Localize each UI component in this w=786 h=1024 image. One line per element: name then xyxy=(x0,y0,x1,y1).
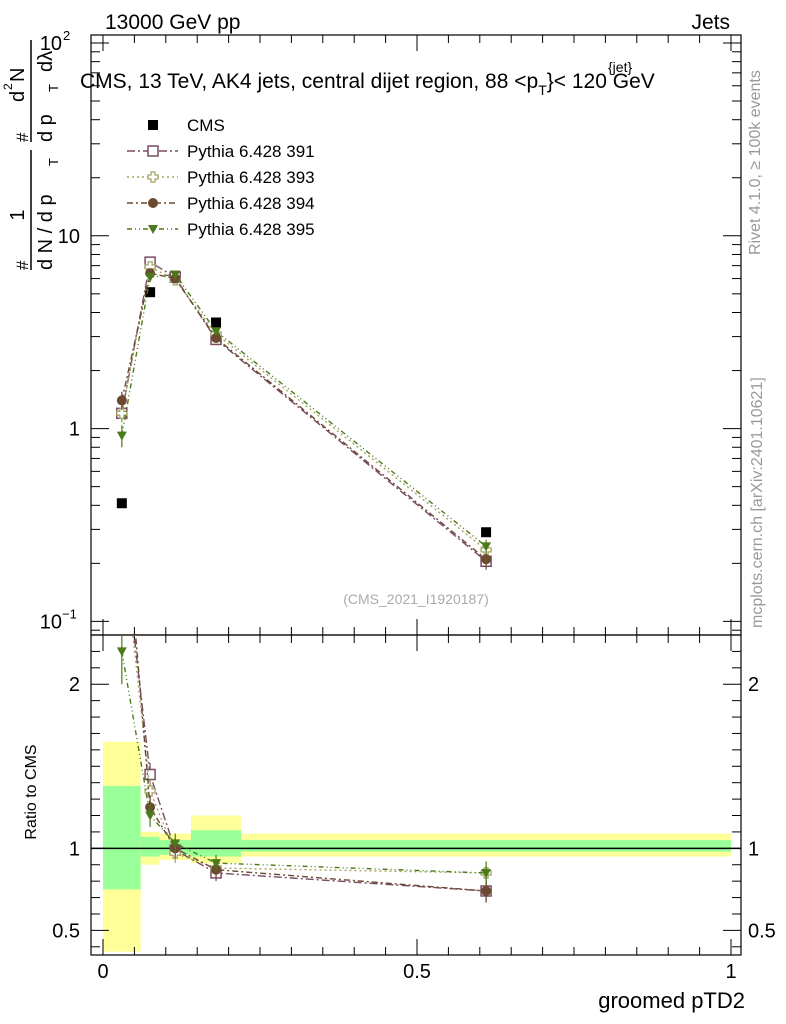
ylabel-d2n-sup: 2 xyxy=(1,83,15,90)
main-ytick-sup-0p1: −1 xyxy=(62,606,77,621)
xtick-label-0p5: 0.5 xyxy=(403,961,431,983)
analysis-watermark: (CMS_2021_I1920187) xyxy=(343,591,489,607)
ratio-uncertainty-bands xyxy=(103,741,731,952)
main-point-p395 xyxy=(170,270,181,280)
ratio-point-p393 xyxy=(117,532,127,542)
ratio-data-series xyxy=(116,466,492,903)
legend-markers xyxy=(127,120,178,234)
ratio-point-p395 xyxy=(116,647,127,657)
ratio-series-line-p394 xyxy=(134,635,487,892)
ratio-band-stat-3 xyxy=(190,830,242,857)
legend-label-cms: CMS xyxy=(187,116,225,135)
ylabel-d2n-n: N xyxy=(7,68,29,82)
main-y-tick-labels: 10 −1 1 10 10 2 xyxy=(40,28,80,633)
ylabel-dn-dpt-sub: T xyxy=(46,158,61,166)
x-tick-labels: 0 0.5 1 xyxy=(97,961,736,983)
xtick-label-0: 0 xyxy=(97,961,108,983)
main-ytick-label-0p1: 10 xyxy=(40,611,62,633)
main-point-cms xyxy=(145,287,156,298)
rivet-version-label: Rivet 4.1.0, ≥ 100k events xyxy=(747,70,764,255)
legend-marker-p394 xyxy=(148,198,158,208)
main-point-cms xyxy=(116,498,127,509)
x-axis-label: groomed pTD2 xyxy=(598,988,745,1013)
main-point-p395 xyxy=(145,273,156,283)
ratio-band-stat-1 xyxy=(140,836,160,857)
legend-marker-cms xyxy=(148,120,158,130)
main-point-p394 xyxy=(481,554,492,565)
plot-title-sub: T xyxy=(538,82,547,98)
ratio-ytick-label-2: 2 xyxy=(69,674,80,696)
ratio-point-p394 xyxy=(117,466,127,476)
ratio-point-p391 xyxy=(144,768,156,781)
legend-marker-p395 xyxy=(148,225,158,234)
ratio-ytick-label-0p5: 0.5 xyxy=(52,920,80,942)
main-series-line-p391 xyxy=(121,261,487,562)
header-energy: 13000 GeV pp xyxy=(105,11,240,34)
legend-label-pythia-393: Pythia 6.428 393 xyxy=(187,168,315,187)
ratio-point-p395 xyxy=(211,859,222,869)
ratio-band-stat-4 xyxy=(241,840,731,852)
ratio-y-axis-label: Ratio to CMS xyxy=(23,744,40,839)
plot-title-main: CMS, 13 TeV, AK4 jets, central dijet reg… xyxy=(80,70,538,93)
main-series-line-p395 xyxy=(121,273,487,547)
main-series-line-p394 xyxy=(121,272,487,560)
ratio-ytick-label-right-0p5: 0.5 xyxy=(748,920,776,942)
legend-label-pythia-395: Pythia 6.428 395 xyxy=(187,220,315,239)
main-y-axis-label: # 1 d N / d p T # d 2 N d p T dλ xyxy=(1,40,61,270)
xtick-label-1: 1 xyxy=(725,961,736,983)
legend-marker-p393 xyxy=(147,171,159,183)
ylabel-hash-1: # xyxy=(13,260,32,270)
svg-text:CMS, 13 TeV, AK4 jets, central: CMS, 13 TeV, AK4 jets, central dijet reg… xyxy=(80,70,655,98)
ylabel-dpt-sub: T xyxy=(46,84,61,92)
legend-label-pythia-391: Pythia 6.428 391 xyxy=(187,142,315,161)
ratio-plot-frame xyxy=(90,634,742,956)
ratio-series-line-p393 xyxy=(132,635,487,874)
ratio-point-p395 xyxy=(170,839,181,849)
ratio-point-p393 xyxy=(144,785,156,797)
main-point-p394 xyxy=(116,395,127,406)
legend: CMS Pythia 6.428 391 Pythia 6.428 393 Py… xyxy=(187,116,315,239)
main-ytick-label-1: 1 xyxy=(69,419,80,441)
main-point-p393 xyxy=(116,407,128,419)
main-point-p395 xyxy=(211,327,222,337)
ratio-ytick-label-1: 1 xyxy=(69,838,80,860)
legend-marker-p391 xyxy=(147,145,159,157)
plot-title-sup: {jet} xyxy=(608,59,632,75)
plot-title: CMS, 13 TeV, AK4 jets, central dijet reg… xyxy=(80,59,655,98)
ratio-ytick-label-right-2: 2 xyxy=(748,674,759,696)
main-point-p395 xyxy=(116,431,127,441)
ratio-point-p394 xyxy=(481,886,492,896)
ratio-ytick-label-right-1: 1 xyxy=(748,838,759,860)
mcplots-source-label: mcplots.cern.ch [arXiv:2401.10621] xyxy=(749,377,766,628)
main-ytick-label-100: 10 xyxy=(40,33,62,55)
ylabel-dn-dpt: d N / d p xyxy=(35,194,57,270)
main-point-p394 xyxy=(211,333,222,344)
ratio-point-p395 xyxy=(145,811,156,821)
main-point-p395 xyxy=(481,542,492,552)
main-point-cms xyxy=(481,527,492,538)
axis-ticks xyxy=(91,35,741,955)
legend-label-pythia-394: Pythia 6.428 394 xyxy=(187,194,315,213)
ratio-point-p391 xyxy=(117,523,127,533)
ratio-point-p395 xyxy=(481,868,492,878)
ylabel-dpt: d p xyxy=(35,114,57,142)
main-ytick-sup-100: 2 xyxy=(63,28,70,43)
ratio-y-tick-labels: 0.5 1 2 0.5 1 2 xyxy=(52,674,776,942)
ylabel-one: 1 xyxy=(7,209,29,220)
plot-title-post: }< 120 GeV xyxy=(547,70,655,93)
main-data-series xyxy=(116,256,492,570)
main-ytick-label-10: 10 xyxy=(58,226,80,248)
header-process: Jets xyxy=(691,11,730,34)
main-series-line-p393 xyxy=(121,265,487,551)
ylabel-dlambda: dλ xyxy=(35,51,57,72)
main-point-cms xyxy=(211,317,222,328)
ratio-band-stat-0 xyxy=(103,785,141,890)
ylabel-d2n: d xyxy=(7,91,29,102)
ylabel-hash-2: # xyxy=(13,132,32,142)
